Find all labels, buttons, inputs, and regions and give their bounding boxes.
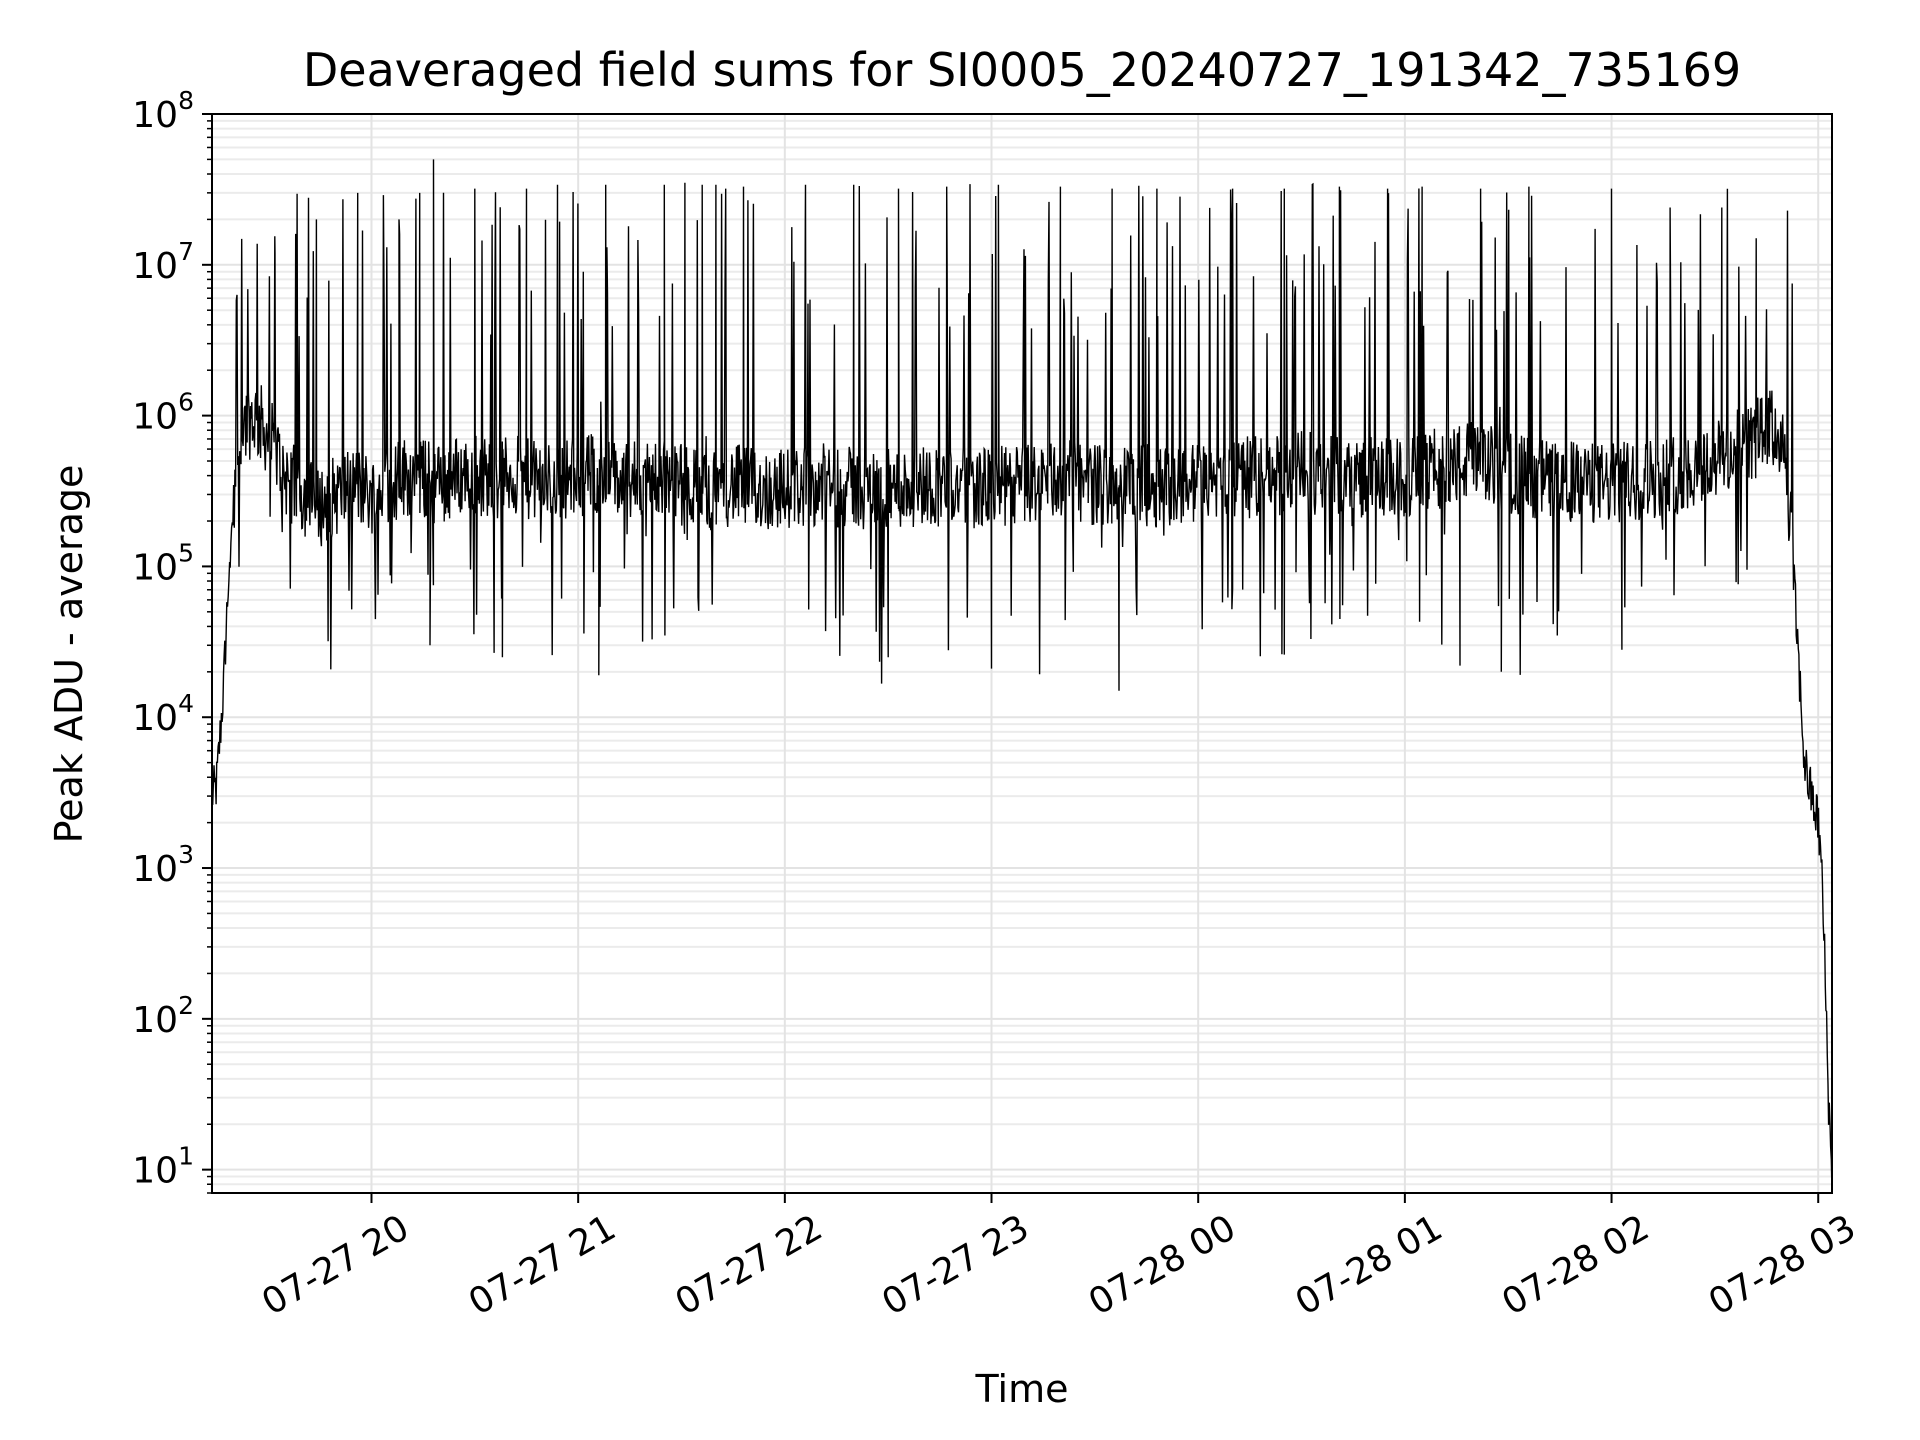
x-axis-label: Time <box>975 1367 1069 1411</box>
y-axis-label: Peak ADU - average <box>47 465 91 844</box>
x-tick-label: 07-27 22 <box>669 1207 830 1323</box>
y-tick-label: 105 <box>132 538 194 588</box>
y-tick-label: 102 <box>132 991 194 1041</box>
series-layer <box>212 159 1832 1193</box>
chart-title: Deaveraged field sums for SI0005_2024072… <box>303 43 1741 97</box>
x-tick-label: 07-28 01 <box>1289 1207 1450 1323</box>
x-tick-label: 07-28 03 <box>1702 1207 1863 1323</box>
y-axis-ticks: 101 102 103 104 105 106 107 108 <box>132 86 212 1194</box>
x-tick-label: 07-28 02 <box>1495 1207 1656 1323</box>
x-tick-label: 07-27 21 <box>462 1207 623 1323</box>
y-tick-label: 101 <box>132 1142 194 1192</box>
y-tick-label: 108 <box>132 86 194 136</box>
grid-layer <box>212 113 1832 1194</box>
y-tick-label: 107 <box>132 237 194 287</box>
y-tick-label: 103 <box>132 840 194 890</box>
series-line <box>212 159 1832 1193</box>
x-tick-label: 07-27 23 <box>875 1207 1036 1323</box>
x-tick-label: 07-28 00 <box>1082 1207 1243 1323</box>
plot-frame <box>211 113 1833 1194</box>
x-axis-ticks: 07-27 20 07-27 21 07-27 22 07-27 23 07-28 00… <box>255 1193 1863 1324</box>
y-tick-label: 106 <box>132 388 194 438</box>
y-tick-label: 104 <box>132 689 194 739</box>
x-tick-label: 07-27 20 <box>255 1207 416 1323</box>
